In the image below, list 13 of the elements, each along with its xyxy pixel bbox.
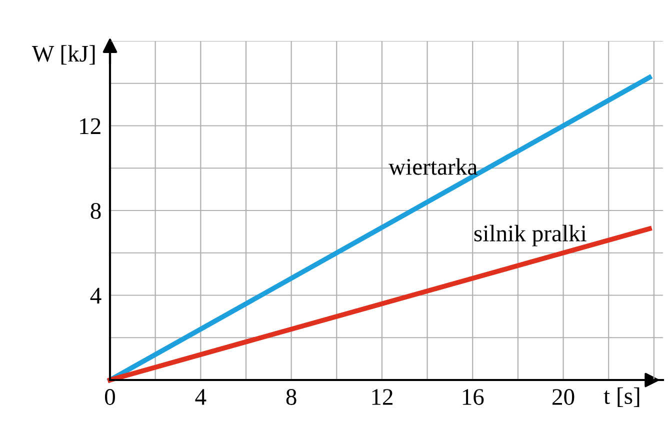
x-tick-label: 8: [286, 389, 296, 405]
y-tick-label: 4: [90, 288, 102, 304]
x-tick-label: 0: [104, 389, 116, 405]
series-label: wiertarka: [388, 158, 478, 175]
x-axis-title: t [s]: [604, 387, 640, 407]
x-tick-label: 16: [462, 389, 484, 405]
y-tick-label: 8: [90, 202, 101, 219]
y-tick-label: 12: [80, 118, 100, 134]
x-tick-label: 4: [195, 389, 206, 405]
series-label: silnik pralki: [474, 224, 586, 246]
x-tick-label: 12: [372, 389, 392, 405]
x-tick-label: 20: [552, 389, 574, 405]
y-axis-title: W [kJ]: [32, 45, 95, 65]
